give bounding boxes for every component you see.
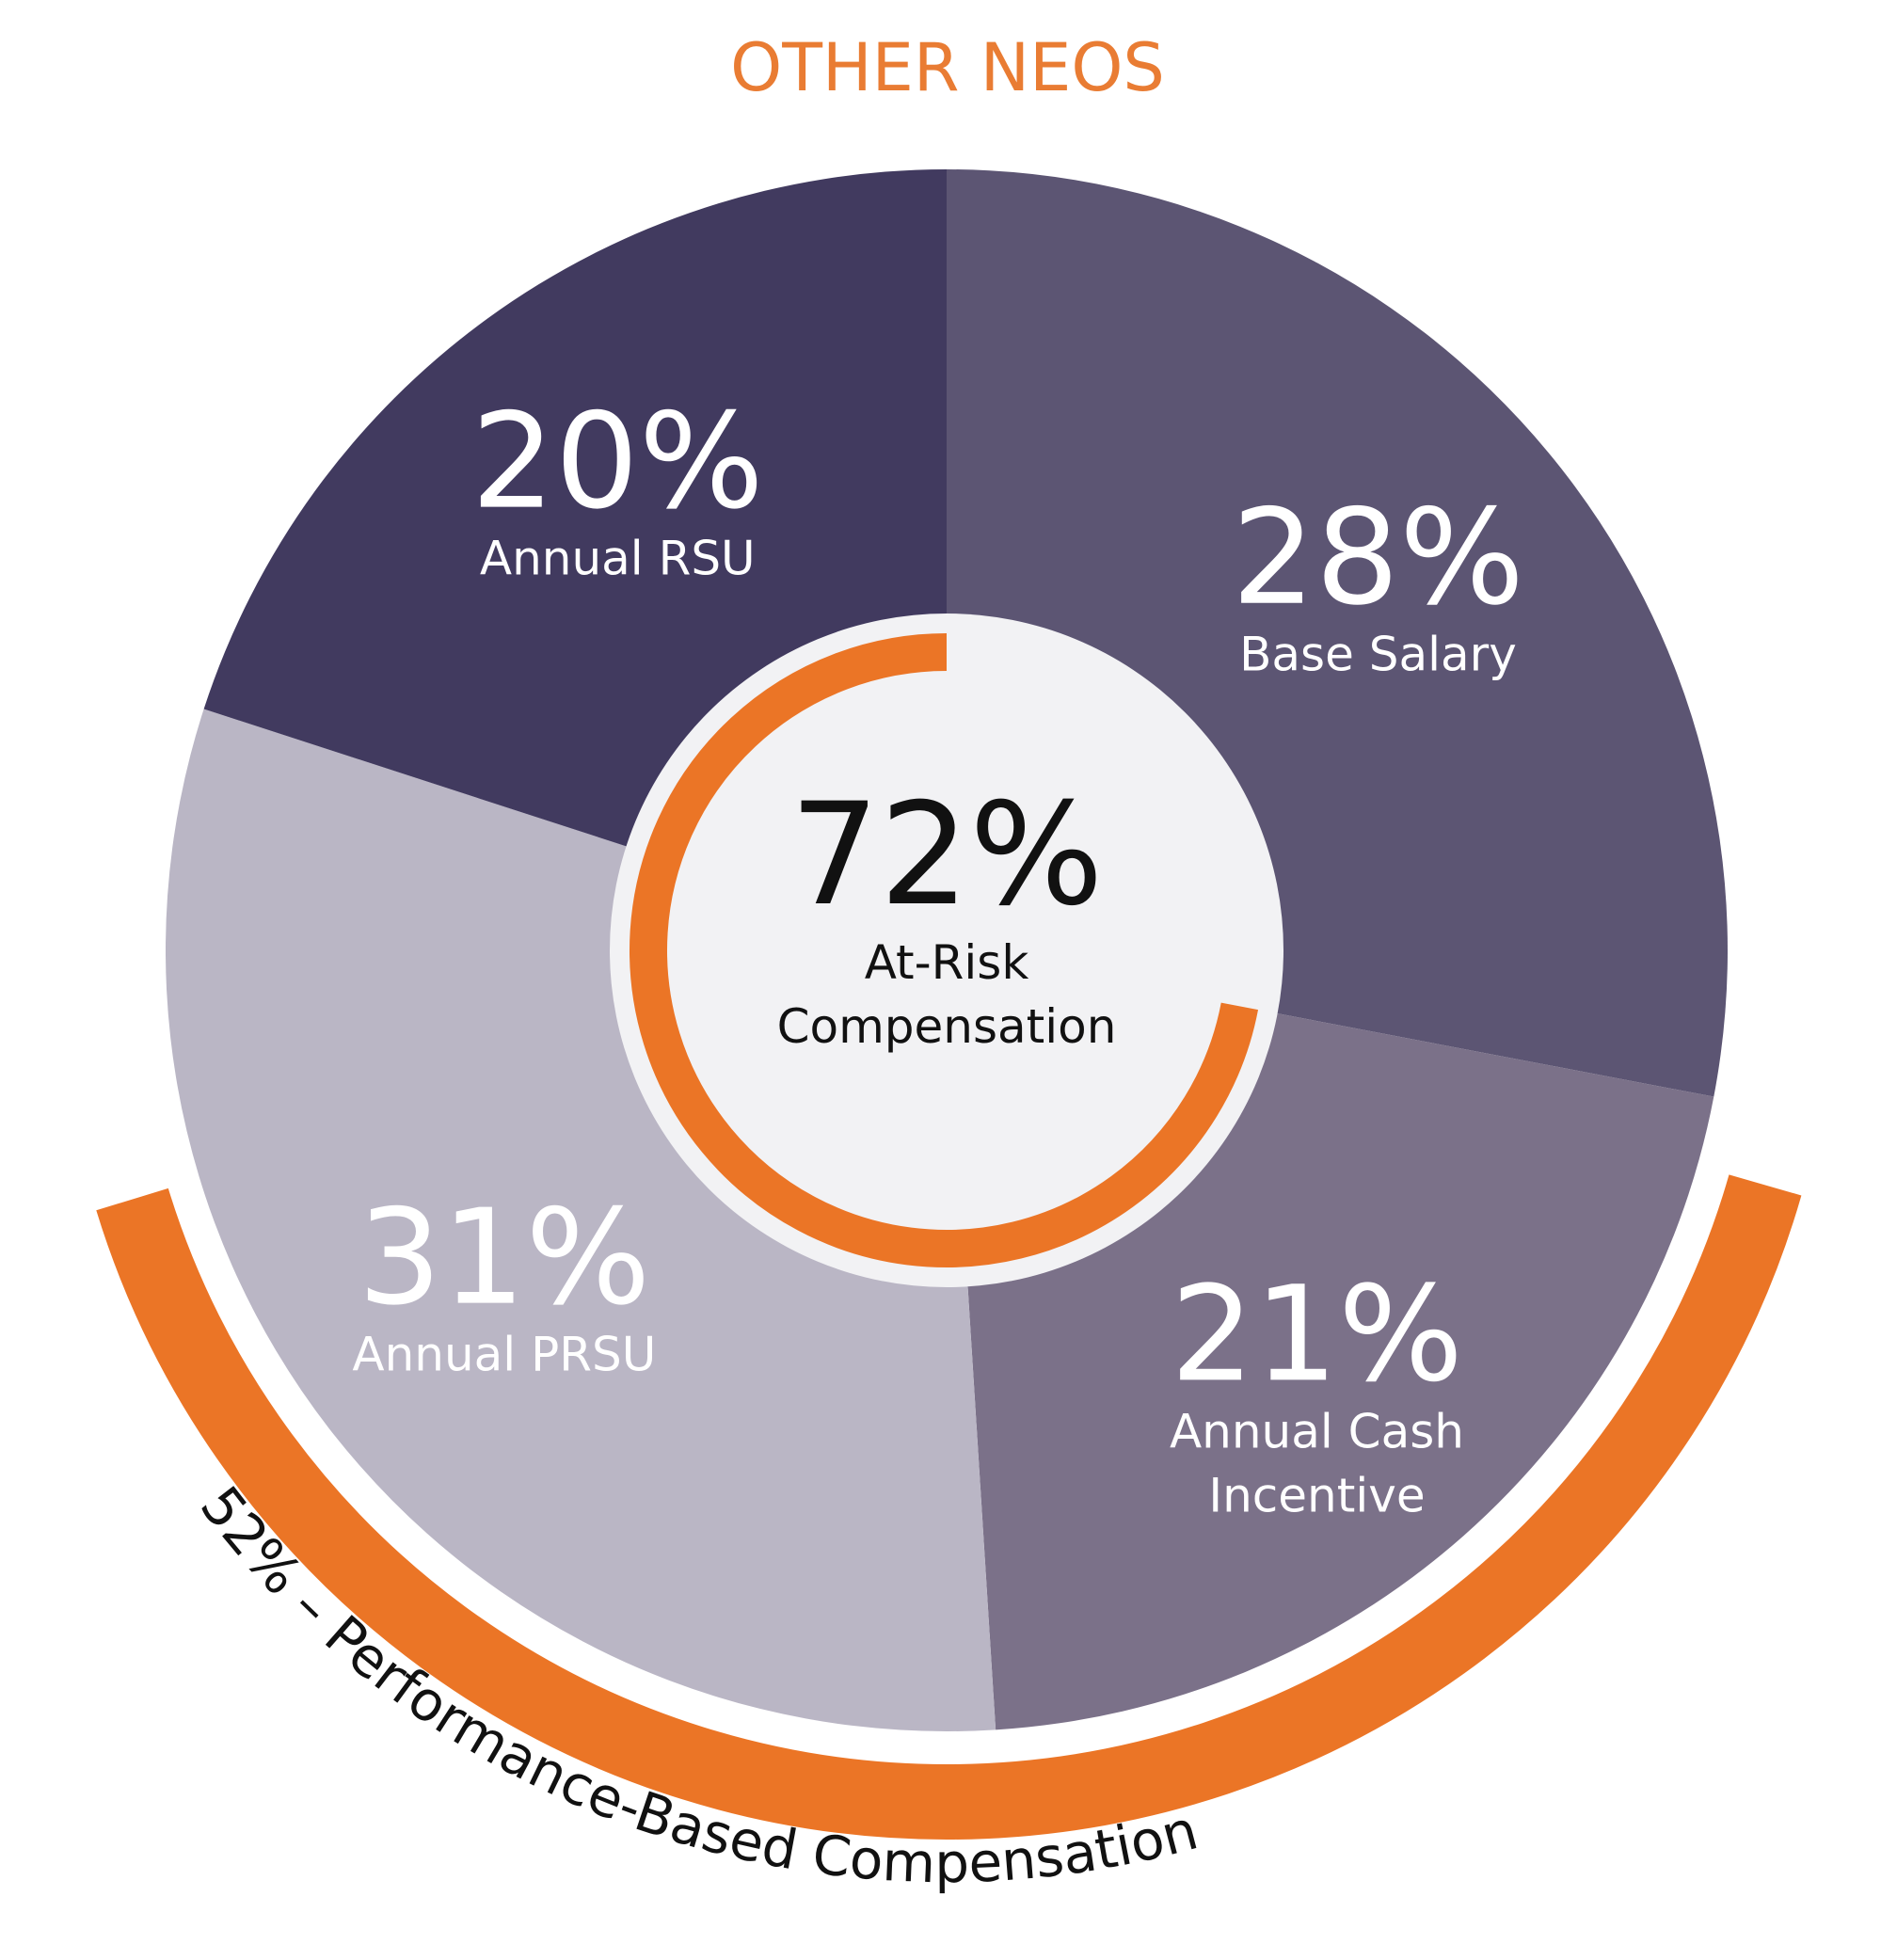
center-circle: [610, 613, 1283, 1287]
center-label-line: At-Risk: [865, 935, 1029, 990]
slice-name-label: Base Salary: [1239, 628, 1517, 682]
slice-name-label: Annual RSU: [480, 532, 756, 586]
slice-name-label: Annual Cash: [1170, 1404, 1464, 1458]
center-label-line: Compensation: [777, 999, 1117, 1054]
performance-arc: [96, 1174, 1802, 1840]
slice-percent-label: 21%: [1171, 1258, 1463, 1411]
chart-title: OTHER NEOS: [730, 29, 1165, 106]
center-layer: 72%At-Risk Compensation: [610, 613, 1283, 1287]
slice-percent-label: 31%: [358, 1182, 650, 1335]
slice-percent-label: 28%: [1232, 482, 1524, 635]
pie-slices: [165, 169, 1729, 1731]
slice-name-label: Annual PRSU: [352, 1328, 656, 1382]
center-percent: 72%: [789, 773, 1103, 937]
slice-labels: 28%Base Salary 21%Annual Cash Incentive 31%…: [352, 386, 1524, 1523]
slice-name-label: Incentive: [1208, 1468, 1425, 1522]
at-risk-ring: [630, 633, 1259, 1267]
slice-percent-label: 20%: [471, 386, 764, 539]
